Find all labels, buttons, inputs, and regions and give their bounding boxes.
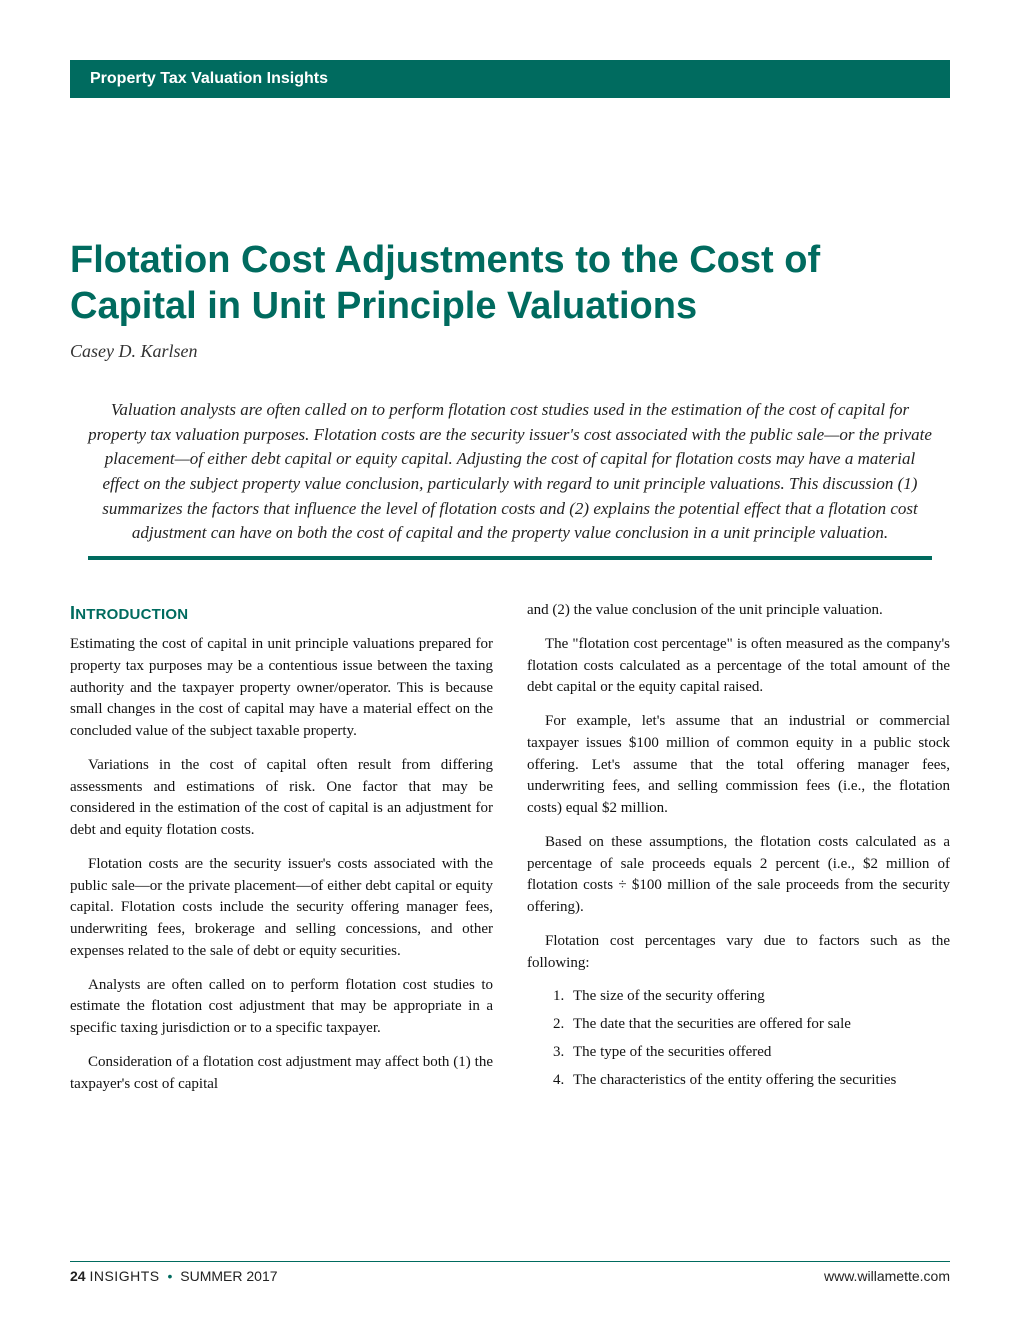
- body-paragraph: Flotation cost percentages vary due to f…: [527, 931, 950, 975]
- page-number: 24: [70, 1268, 86, 1284]
- body-columns: INTRODUCTION Estimating the cost of capi…: [70, 600, 950, 1107]
- page-footer: 24 INSIGHTS • SUMMER 2017 www.willamette…: [70, 1261, 950, 1284]
- list-number: 3.: [553, 1042, 564, 1064]
- list-item-text: The characteristics of the entity offeri…: [573, 1072, 896, 1088]
- body-paragraph: Based on these assumptions, the flotatio…: [527, 832, 950, 919]
- body-paragraph: and (2) the value conclusion of the unit…: [527, 600, 950, 622]
- bullet-icon: •: [163, 1268, 176, 1284]
- body-paragraph: For example, let's assume that an indust…: [527, 711, 950, 820]
- list-item: 3. The type of the securities offered: [553, 1042, 950, 1064]
- article-abstract: Valuation analysts are often called on t…: [70, 398, 950, 546]
- list-item: 4. The characteristics of the entity offe…: [553, 1070, 950, 1092]
- footer-right: www.willamette.com: [824, 1268, 950, 1284]
- abstract-rule: [88, 556, 932, 560]
- section-heading-rest: NTRODUCTION: [75, 606, 188, 623]
- list-item-text: The type of the securities offered: [573, 1044, 771, 1060]
- body-paragraph: Flotation costs are the security issuer'…: [70, 854, 493, 963]
- section-heading: INTRODUCTION: [70, 600, 493, 626]
- header-band: Property Tax Valuation Insights: [70, 60, 950, 98]
- page: Property Tax Valuation Insights Flotatio…: [0, 0, 1020, 1324]
- body-paragraph: Consideration of a flotation cost adjust…: [70, 1052, 493, 1096]
- list-number: 4.: [553, 1070, 564, 1092]
- column-left: INTRODUCTION Estimating the cost of capi…: [70, 600, 493, 1107]
- list-item-text: The date that the securities are offered…: [573, 1016, 851, 1032]
- body-paragraph: Analysts are often called on to perform …: [70, 975, 493, 1040]
- list-item-text: The size of the security offering: [573, 988, 765, 1004]
- factors-list: 1. The size of the security offering 2. Th…: [527, 986, 950, 1091]
- body-paragraph: Estimating the cost of capital in unit p…: [70, 634, 493, 743]
- list-number: 2.: [553, 1014, 564, 1036]
- list-item: 1. The size of the security offering: [553, 986, 950, 1008]
- article-author: Casey D. Karlsen: [70, 341, 950, 362]
- footer-left: 24 INSIGHTS • SUMMER 2017: [70, 1268, 278, 1284]
- footer-url: www.willamette.com: [824, 1268, 950, 1284]
- list-number: 1.: [553, 986, 564, 1008]
- body-paragraph: The "flotation cost percentage" is often…: [527, 634, 950, 699]
- article-title: Flotation Cost Adjustments to the Cost o…: [70, 238, 950, 329]
- issue-label: SUMMER 2017: [180, 1268, 277, 1284]
- list-item: 2. The date that the securities are offer…: [553, 1014, 950, 1036]
- header-band-label: Property Tax Valuation Insights: [90, 70, 328, 87]
- publication-name: INSIGHTS: [89, 1268, 159, 1284]
- column-right: and (2) the value conclusion of the unit…: [527, 600, 950, 1107]
- body-paragraph: Variations in the cost of capital often …: [70, 755, 493, 842]
